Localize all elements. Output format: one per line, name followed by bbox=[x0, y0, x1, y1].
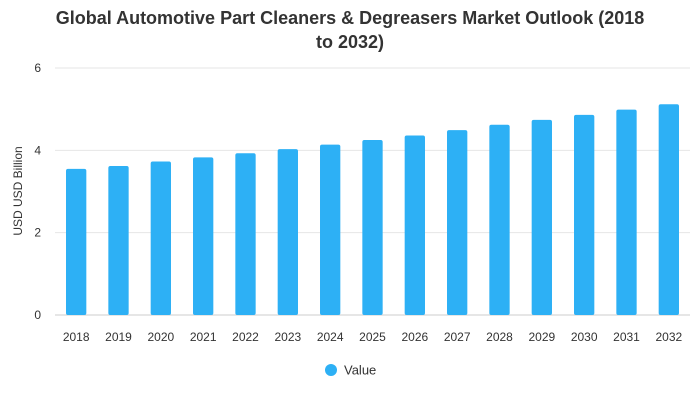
bar-2030[interactable] bbox=[574, 114, 595, 316]
y-axis-label: USD USD Billion bbox=[11, 146, 25, 235]
bar-2025[interactable] bbox=[362, 140, 383, 315]
legend-marker-icon bbox=[325, 364, 337, 376]
chart-title-line-1: Global Automotive Part Cleaners & Degrea… bbox=[56, 8, 645, 28]
x-tick-label: 2023 bbox=[274, 330, 301, 344]
x-tick-label: 2019 bbox=[105, 330, 132, 344]
x-tick-label: 2026 bbox=[401, 330, 428, 344]
y-tick-label: 4 bbox=[34, 143, 41, 157]
x-tick-label: 2020 bbox=[147, 330, 174, 344]
bar-2019[interactable] bbox=[108, 165, 129, 315]
bars bbox=[66, 104, 679, 316]
chart-title-line-2: to 2032) bbox=[316, 32, 384, 52]
bar-2024[interactable] bbox=[320, 144, 341, 315]
x-tick-label: 2031 bbox=[613, 330, 640, 344]
bar-2026[interactable] bbox=[404, 135, 425, 315]
x-tick-label: 2024 bbox=[317, 330, 344, 344]
x-tick-label: 2030 bbox=[571, 330, 598, 344]
y-tick-label: 0 bbox=[34, 308, 41, 322]
bar-2032[interactable] bbox=[658, 104, 679, 315]
bar-2028[interactable] bbox=[489, 124, 510, 315]
x-tick-label: 2027 bbox=[444, 330, 471, 344]
bar-2023[interactable] bbox=[277, 149, 298, 315]
bar-2021[interactable] bbox=[193, 157, 214, 315]
x-tick-label: 2029 bbox=[528, 330, 555, 344]
x-axis-ticks: 2018 2019 2020 2021 2022 2023 2024 2025 2026 2027… bbox=[63, 330, 683, 344]
bar-2027[interactable] bbox=[447, 130, 468, 315]
x-tick-label: 2028 bbox=[486, 330, 513, 344]
x-tick-label: 2032 bbox=[655, 330, 682, 344]
x-tick-label: 2021 bbox=[190, 330, 217, 344]
x-tick-label: 2018 bbox=[63, 330, 90, 344]
x-tick-label: 2025 bbox=[359, 330, 386, 344]
bar-2029[interactable] bbox=[531, 119, 552, 316]
bar-2018[interactable] bbox=[66, 168, 87, 315]
legend-label: Value bbox=[344, 363, 376, 378]
bar-2020[interactable] bbox=[150, 161, 171, 315]
bar-2031[interactable] bbox=[616, 109, 637, 315]
y-tick-label: 2 bbox=[34, 226, 41, 240]
bar-2022[interactable] bbox=[235, 153, 256, 315]
legend[interactable]: Value bbox=[325, 363, 376, 378]
x-tick-label: 2022 bbox=[232, 330, 259, 344]
y-tick-label: 6 bbox=[34, 61, 41, 75]
y-axis-ticks: 0 2 4 6 bbox=[34, 61, 41, 322]
